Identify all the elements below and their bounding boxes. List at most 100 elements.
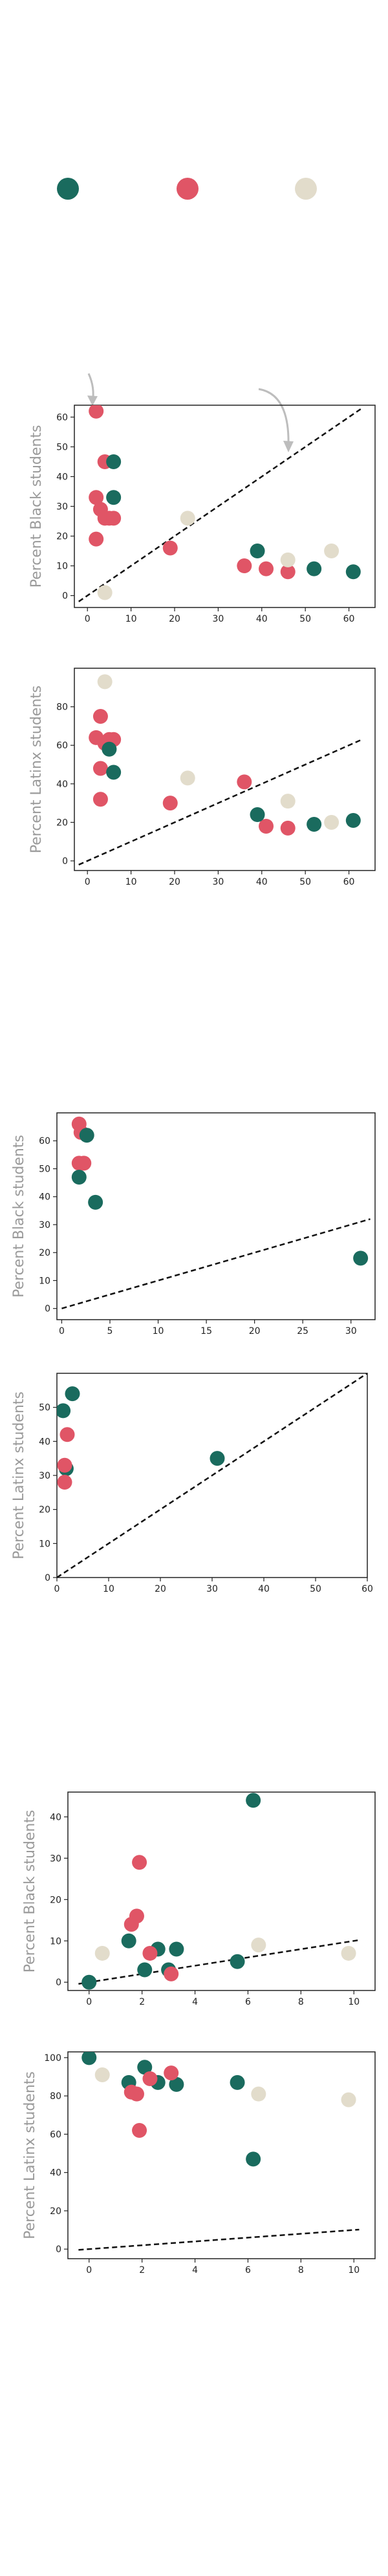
x-tick-label: 5 bbox=[107, 1326, 113, 1336]
y-tick-label: 40 bbox=[50, 1812, 61, 1822]
x-tick-label: 40 bbox=[256, 877, 268, 887]
data-point bbox=[164, 1966, 179, 1981]
data-point bbox=[324, 814, 339, 830]
data-point bbox=[237, 558, 252, 574]
data-point bbox=[129, 1908, 144, 1924]
legend-marker-red bbox=[177, 178, 199, 200]
plot-frame bbox=[56, 1112, 376, 1320]
plot-frame bbox=[67, 2051, 376, 2259]
chart-4: 0 10 20 30 40 50 60 0 10 20 30 40 50 Percent Latinx s… bbox=[11, 1373, 373, 1594]
data-point bbox=[106, 454, 122, 469]
annotation-arrow-left-head bbox=[87, 396, 98, 406]
y-axis-label: Percent Black students bbox=[28, 425, 45, 588]
x-tick-label: 4 bbox=[192, 2265, 198, 2275]
x-tick-label: 2 bbox=[139, 2265, 145, 2275]
data-point bbox=[280, 564, 296, 580]
y-tick-label: 50 bbox=[39, 1164, 50, 1174]
y-tick-label: 20 bbox=[50, 1895, 61, 1905]
data-point bbox=[246, 1793, 261, 1808]
y-tick-label: 10 bbox=[50, 1936, 61, 1947]
y-tick-label: 0 bbox=[45, 1573, 50, 1583]
y-tick-label: 50 bbox=[39, 1403, 50, 1413]
data-point bbox=[137, 1962, 153, 1978]
plot-frame bbox=[74, 668, 376, 871]
y-tick-label: 0 bbox=[56, 1978, 61, 1988]
data-point bbox=[250, 544, 265, 559]
data-point bbox=[137, 2060, 153, 2075]
data-point bbox=[180, 770, 195, 786]
y-tick-label: 10 bbox=[39, 1276, 50, 1286]
y-tick-label: 30 bbox=[39, 1471, 50, 1481]
y-tick-label: 0 bbox=[62, 856, 68, 867]
data-point bbox=[88, 1194, 103, 1210]
data-point bbox=[251, 1937, 266, 1953]
data-point bbox=[102, 741, 117, 757]
data-point bbox=[76, 1156, 92, 1171]
data-point bbox=[162, 796, 178, 811]
data-point bbox=[169, 2076, 184, 2092]
data-point bbox=[230, 2075, 245, 2090]
data-point bbox=[210, 1451, 225, 1466]
data-point bbox=[81, 1974, 97, 1990]
x-tick-label: 30 bbox=[212, 614, 224, 624]
x-tick-label: 30 bbox=[206, 1584, 218, 1594]
x-tick-label: 0 bbox=[86, 1997, 92, 2007]
x-tick-label: 15 bbox=[200, 1326, 212, 1336]
y-tick-label: 0 bbox=[45, 1304, 50, 1314]
y-tick-label: 40 bbox=[56, 472, 68, 482]
reference-line bbox=[78, 407, 363, 602]
annotation-arrows bbox=[87, 373, 294, 452]
x-tick-label: 0 bbox=[85, 614, 91, 624]
data-point bbox=[259, 818, 274, 834]
y-tick-label: 40 bbox=[56, 779, 68, 790]
data-point bbox=[59, 1427, 75, 1442]
data-point bbox=[324, 544, 339, 559]
data-point bbox=[71, 1169, 87, 1185]
x-tick-label: 20 bbox=[249, 1326, 261, 1336]
y-tick-label: 60 bbox=[39, 1136, 50, 1146]
data-point bbox=[57, 1457, 72, 1473]
data-point bbox=[345, 812, 361, 828]
data-point bbox=[94, 2067, 110, 2083]
y-axis-label: Percent Black students bbox=[22, 1810, 38, 1973]
y-tick-label: 50 bbox=[56, 442, 68, 452]
y-tick-label: 30 bbox=[39, 1220, 50, 1230]
data-point bbox=[230, 1954, 245, 1969]
x-tick-label: 50 bbox=[299, 614, 311, 624]
x-tick-label: 60 bbox=[343, 614, 355, 624]
y-tick-label: 80 bbox=[50, 2091, 61, 2102]
y-axis-label: Percent Latinx students bbox=[22, 2071, 38, 2239]
reference-line bbox=[61, 1218, 371, 1309]
data-point bbox=[132, 1855, 147, 1870]
y-tick-label: 0 bbox=[62, 591, 68, 602]
data-point bbox=[106, 490, 122, 505]
data-point bbox=[280, 552, 296, 567]
x-tick-label: 40 bbox=[258, 1584, 270, 1594]
data-point bbox=[89, 490, 104, 505]
y-tick-label: 20 bbox=[39, 1248, 50, 1258]
data-point bbox=[162, 540, 178, 556]
y-tick-label: 0 bbox=[56, 2244, 61, 2255]
x-tick-label: 50 bbox=[310, 1584, 321, 1594]
y-tick-label: 30 bbox=[56, 502, 68, 512]
data-point bbox=[106, 511, 122, 526]
data-point bbox=[251, 2086, 266, 2102]
x-tick-label: 60 bbox=[361, 1584, 373, 1594]
y-tick-label: 100 bbox=[44, 2053, 61, 2064]
reference-line bbox=[78, 1939, 360, 1985]
x-tick-label: 0 bbox=[54, 1584, 60, 1594]
data-point bbox=[121, 1933, 136, 1948]
x-tick-label: 25 bbox=[297, 1326, 308, 1336]
y-axis-label: Percent Black students bbox=[11, 1135, 27, 1298]
x-tick-label: 30 bbox=[345, 1326, 357, 1336]
x-tick-label: 20 bbox=[155, 1584, 166, 1594]
x-tick-label: 8 bbox=[298, 1997, 304, 2007]
y-tick-label: 20 bbox=[56, 818, 68, 828]
y-tick-label: 60 bbox=[50, 2129, 61, 2140]
x-tick-label: 20 bbox=[169, 877, 180, 887]
data-point bbox=[65, 1386, 80, 1402]
y-tick-label: 40 bbox=[39, 1437, 50, 1447]
y-tick-label: 20 bbox=[39, 1505, 50, 1515]
data-point bbox=[237, 774, 252, 790]
data-point bbox=[142, 2071, 158, 2086]
